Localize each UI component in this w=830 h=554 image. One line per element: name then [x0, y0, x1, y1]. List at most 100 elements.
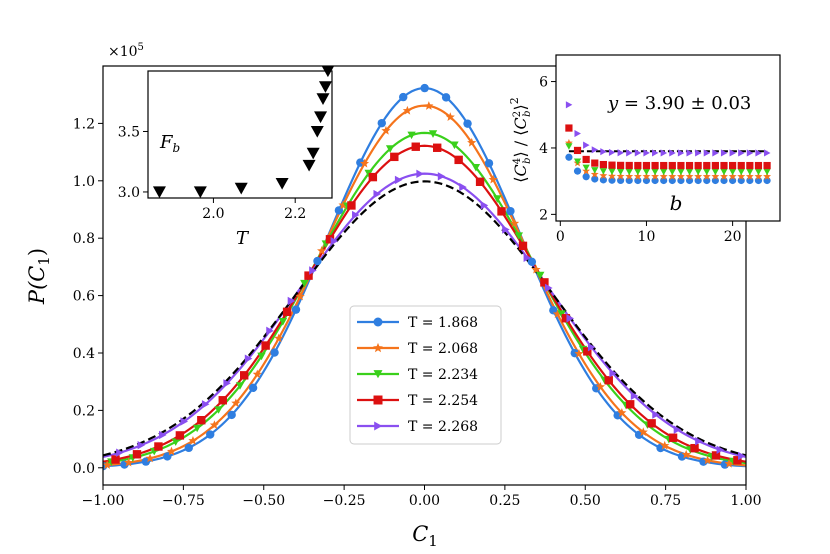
data-point-t-2-234: [450, 141, 459, 150]
data-point-t-2-254: [240, 371, 249, 380]
inset-right-data-point-t-2-268: [720, 149, 728, 157]
inset-right-data-point-t-2-234: [711, 168, 719, 176]
data-point-t-2-254: [711, 451, 721, 460]
data-point-t-1-868: [527, 257, 537, 267]
inset-right-data-point-t-1-868: [573, 167, 582, 175]
data-point-t-2-068: [381, 125, 391, 135]
inset-right-annotation: y = 3.90 ± 0.03: [607, 93, 751, 114]
data-point-t-2-254: [454, 155, 463, 165]
inset-right-data-point-t-2-254: [694, 161, 702, 170]
data-point-t-2-254: [132, 450, 142, 459]
x-tick-label: −0.25: [323, 493, 366, 509]
data-point-t-2-068: [660, 440, 670, 450]
inset-right-data-point-t-2-254: [651, 161, 659, 170]
x-tick-label: 1.00: [730, 493, 761, 509]
inset-right-data-point-t-2-068: [745, 172, 754, 180]
inset-right-data-point-t-2-268: [764, 149, 771, 157]
data-point-t-2-268: [394, 175, 403, 185]
x-tick-label: −0.50: [242, 493, 285, 509]
legend-label: T = 2.234: [408, 367, 478, 383]
data-point-t-2-254: [175, 431, 185, 440]
data-point-t-1-868: [206, 430, 215, 439]
inset-right-background: [556, 55, 780, 221]
inset-right-data-point-t-2-234: [729, 168, 737, 176]
inset-right-data-point-t-2-068: [763, 172, 772, 180]
legend-label: T = 1.868: [408, 315, 478, 331]
data-point-t-2-254: [561, 314, 571, 323]
inset-left-data-point: [302, 159, 316, 172]
inset-right-data-point-t-2-234: [677, 168, 685, 176]
inset-right-data-point-t-2-234: [573, 158, 582, 165]
data-point-t-2-234: [257, 352, 266, 361]
data-point-t-2-268: [738, 451, 746, 461]
inset-right-data-point-t-2-068: [599, 171, 608, 179]
data-point-t-1-868: [291, 305, 301, 314]
data-point-t-2-254: [583, 347, 592, 356]
data-point-t-2-268: [587, 342, 596, 352]
inset-right-data-point-t-2-268: [686, 149, 693, 157]
inset-right-data-point-t-2-254: [685, 161, 694, 170]
data-point-t-2-268: [244, 354, 253, 363]
legend-marker-t-1-868: [373, 317, 383, 327]
inset-right-data-point-t-2-268: [591, 146, 599, 154]
inset-right-data-point-t-2-234: [642, 168, 651, 176]
data-point-t-2-254: [475, 177, 485, 186]
legend: T = 1.868 T = 2.068 T = 2.234 T = 2.254 T = …: [349, 305, 502, 445]
inset-right-data-point-t-2-068: [676, 172, 685, 180]
data-point-t-2-254: [111, 455, 120, 464]
data-point-t-1-868: [270, 348, 279, 357]
data-point-t-2-254: [625, 400, 635, 409]
data-point-t-2-068: [510, 218, 520, 228]
inset-right-data-point-t-2-268: [600, 148, 607, 156]
reference-gaussian-line: [103, 180, 746, 457]
data-point-t-2-254: [518, 241, 528, 251]
data-point-t-2-254: [604, 376, 613, 385]
data-point-t-2-068: [531, 264, 541, 274]
inset-right-data-point-t-2-268: [634, 149, 642, 157]
legend-marker-t-2-234: [373, 370, 383, 379]
inset-right-data-point-t-2-234: [754, 168, 763, 176]
inset-right-data-point-t-2-254: [677, 161, 685, 170]
data-point-t-2-068: [402, 105, 412, 115]
inset-right-data-point-t-2-254: [711, 161, 719, 170]
data-point-t-2-254: [282, 307, 292, 316]
series-line-t-2-234: [103, 131, 746, 465]
inset-right-data-point-t-2-268: [652, 149, 659, 157]
data-point-t-2-068: [681, 449, 691, 459]
inset-right-data-point-t-2-234: [763, 168, 771, 176]
data-point-t-2-268: [201, 400, 210, 409]
data-point-t-2-268: [609, 369, 617, 378]
inset-left-data-point: [318, 81, 332, 93]
data-point-t-2-254: [154, 442, 163, 451]
inset-right-data-point-t-2-234: [668, 168, 676, 176]
inset-right-data-point-t-2-254: [703, 161, 711, 170]
data-point-t-2-268: [159, 430, 167, 440]
data-point-t-1-868: [463, 119, 472, 128]
data-point-t-2-068: [424, 101, 434, 110]
inset-right-data-point-t-2-268: [574, 129, 581, 138]
data-point-t-2-234: [235, 382, 245, 390]
inset-right-data-point-t-2-254: [565, 124, 573, 132]
data-point-t-2-254: [497, 207, 506, 216]
data-point-t-2-234: [407, 131, 416, 140]
inset-left-data-point: [275, 177, 289, 190]
inset-right-data-point-t-2-254: [729, 161, 737, 170]
inset-right-data-point-t-2-234: [651, 168, 659, 176]
inset-right-data-point-t-2-234: [599, 168, 607, 175]
data-point-t-2-068: [103, 460, 112, 469]
y-tick-label: 3.5: [118, 124, 140, 140]
data-point-t-2-068: [124, 457, 134, 467]
data-point-t-1-868: [227, 410, 236, 420]
data-point-t-2-268: [566, 314, 575, 323]
data-point-t-2-268: [502, 225, 510, 234]
inset-right-data-point-t-2-068: [668, 172, 677, 180]
inset-left-x-axis-label: T: [236, 228, 250, 249]
data-point-t-2-254: [325, 235, 335, 244]
x-tick-label: 0.25: [489, 493, 520, 509]
data-point-t-1-868: [184, 443, 193, 453]
main-plot: −1.00 −0.75 −0.50 −0.25 0.00 0.25 0.50 0.75 1.00…: [25, 65, 762, 550]
legend-marker-t-2-254: [373, 395, 383, 405]
inset-right-data-point-t-2-234: [582, 164, 590, 172]
inset-right-data-point-t-2-254: [660, 161, 668, 170]
x-tick-label: −1.00: [82, 493, 125, 509]
